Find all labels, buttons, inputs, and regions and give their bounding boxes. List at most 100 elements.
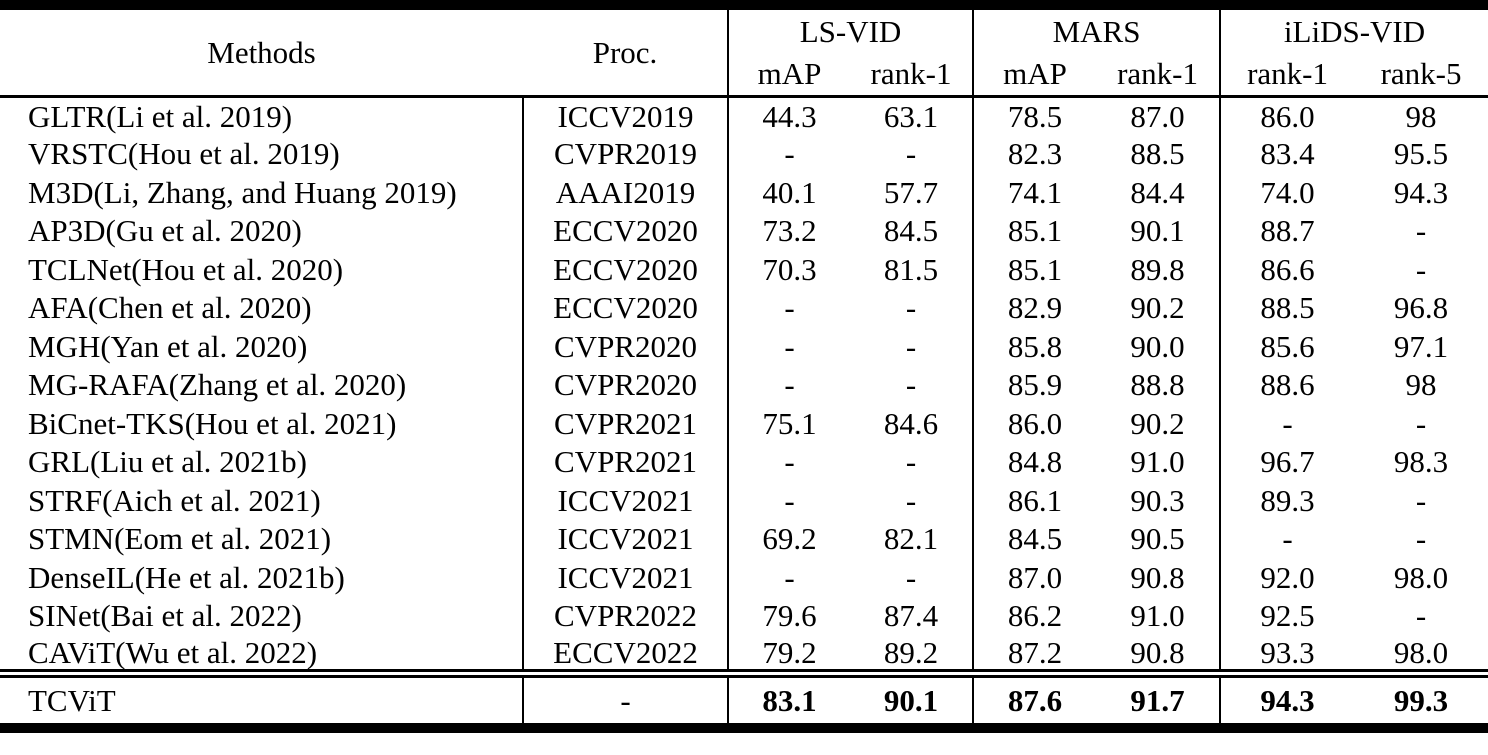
table-row: DenseIL(He et al. 2021b) ICCV2021 - - 87…	[0, 558, 1488, 597]
mars-map-cell: 85.8	[972, 327, 1097, 366]
ilids-rank1-cell: 93.3	[1219, 635, 1355, 674]
mars-rank1-cell: 89.8	[1130, 251, 1185, 287]
ilids-rank1-cell: 86.0	[1219, 96, 1355, 135]
ilids-rank1-cell: 83.4	[1219, 134, 1355, 173]
ilids-rank1-cell: 94.3	[1219, 669, 1355, 728]
lsvid-rank1-cell: 63.1	[883, 98, 939, 134]
proc-cell: CVPR2022	[522, 596, 728, 635]
mars-map-cell: 87.0	[972, 558, 1097, 597]
lsvid-map-cell: 69.2	[727, 519, 850, 558]
mars-rank1-cell: 90.8	[1130, 559, 1185, 595]
mars-map-cell: 86.2	[972, 596, 1097, 635]
proc-cell: CVPR2020	[522, 365, 728, 404]
ilids-rank5-cell: 98	[1405, 367, 1437, 403]
lsvid-map-cell: 40.1	[727, 173, 850, 212]
table-row: STRF(Aich et al. 2021) ICCV2021 - - 86.1…	[0, 481, 1488, 520]
lsvid-map-cell: 75.1	[727, 404, 850, 443]
method-name-cell: GRL(Liu et al. 2021b)	[28, 444, 307, 480]
proc-cell: ECCV2022	[522, 635, 728, 674]
ilids-rank1-cell: 92.5	[1219, 596, 1355, 635]
table-row: GLTR(Li et al. 2019) ICCV2019 44.3 63.1 …	[0, 96, 1488, 135]
mars-map-cell: 78.5	[972, 96, 1097, 135]
method-name-cell: TCLNet(Hou et al. 2020)	[28, 251, 344, 287]
ilids-rank1-cell: 96.7	[1219, 442, 1355, 481]
mars-rank1-cell: 90.8	[1130, 635, 1185, 670]
ilids-rank1-cell: -	[1219, 519, 1355, 558]
results-table: Methods Proc. LS-VID MARS iLiDS-VID mAP …	[0, 0, 1488, 733]
table-row: AP3D(Gu et al. 2020) ECCV2020 73.2 84.5 …	[0, 211, 1488, 250]
mars-map-cell: 74.1	[972, 173, 1097, 212]
table-row: STMN(Eom et al. 2021) ICCV2021 69.2 82.1…	[0, 519, 1488, 558]
ilids-rank5-header: rank-5	[1380, 56, 1462, 92]
lsvid-rank1-cell: -	[905, 559, 917, 595]
ilids-rank1-cell: 86.6	[1219, 250, 1355, 289]
header-group-row: Methods Proc. LS-VID MARS iLiDS-VID	[0, 5, 1488, 68]
mars-rank1-cell: 90.1	[1130, 213, 1185, 249]
proc-cell: ECCV2020	[522, 211, 728, 250]
ours-row: TCViT - 83.1 90.1 87.6 91.7 94.3 99.3	[0, 669, 1488, 728]
table-row: GRL(Liu et al. 2021b) CVPR2021 - - 84.8 …	[0, 442, 1488, 481]
proc-column-header: Proc.	[592, 34, 658, 70]
lsvid-map-cell: -	[727, 365, 850, 404]
mars-rank1-cell: 91.7	[1096, 669, 1221, 728]
lsvid-map-cell: 73.2	[727, 211, 850, 250]
mars-rank1-cell: 90.2	[1130, 290, 1185, 326]
method-name-cell: DenseIL(He et al. 2021b)	[28, 559, 345, 595]
lsvid-rank1-cell: 82.1	[883, 521, 939, 557]
mars-rank1-cell: 90.0	[1130, 328, 1185, 364]
ilids-rank5-cell: 97.1	[1393, 328, 1449, 364]
mars-rank1-header: rank-1	[1117, 56, 1198, 92]
lsvid-map-cell: -	[727, 288, 850, 327]
mars-map-cell: 85.1	[972, 211, 1097, 250]
proc-cell: AAAI2019	[522, 173, 728, 212]
mars-rank1-cell: 84.4	[1130, 174, 1185, 210]
lsvid-map-cell: 79.2	[727, 635, 850, 674]
ilids-rank5-cell: 98.0	[1393, 559, 1449, 595]
method-name-cell: MG-RAFA(Zhang et al. 2020)	[28, 367, 407, 403]
table-row: CAViT(Wu et al. 2022) ECCV2022 79.2 89.2…	[0, 635, 1488, 674]
ilids-rank5-cell: 95.5	[1393, 136, 1449, 172]
mars-rank1-cell: 90.3	[1130, 482, 1185, 518]
method-name-cell: CAViT(Wu et al. 2022)	[28, 635, 318, 670]
mars-map-cell: 84.5	[972, 519, 1097, 558]
table-row: SINet(Bai et al. 2022) CVPR2022 79.6 87.…	[0, 596, 1488, 635]
ilids-rank5-cell: 96.8	[1393, 290, 1449, 326]
table-row: M3D(Li, Zhang, and Huang 2019) AAAI2019 …	[0, 173, 1488, 212]
ilids-rank1-cell: 89.3	[1219, 481, 1355, 520]
mars-rank1-cell: 91.0	[1130, 444, 1185, 480]
mars-rank1-cell: 88.8	[1130, 367, 1185, 403]
lsvid-rank1-cell: 84.6	[883, 405, 939, 441]
mars-map-header: mAP	[972, 53, 1097, 96]
ilids-rank5-cell: -	[1415, 482, 1427, 518]
lsvid-map-cell: -	[727, 558, 850, 597]
table-body: GLTR(Li et al. 2019) ICCV2019 44.3 63.1 …	[0, 96, 1488, 728]
mars-group-header: MARS	[972, 5, 1221, 53]
lsvid-map-cell: 83.1	[727, 669, 850, 728]
lsvid-rank1-cell: 87.4	[883, 598, 939, 634]
lsvid-map-cell: -	[727, 481, 850, 520]
proc-cell: ICCV2021	[522, 481, 728, 520]
mars-rank1-cell: 91.0	[1130, 598, 1185, 634]
lsvid-rank1-cell: -	[905, 444, 917, 480]
ilids-rank1-cell: 85.6	[1219, 327, 1355, 366]
method-name-cell: AP3D(Gu et al. 2020)	[28, 213, 302, 249]
ilids-rank5-cell: -	[1415, 521, 1427, 557]
table-row: MG-RAFA(Zhang et al. 2020) CVPR2020 - - …	[0, 365, 1488, 404]
ilids-rank5-cell: -	[1415, 213, 1427, 249]
mars-map-cell: 82.9	[972, 288, 1097, 327]
lsvid-rank1-cell: -	[905, 482, 917, 518]
mars-map-cell: 87.6	[972, 669, 1097, 728]
lsvid-rank1-cell: 81.5	[883, 251, 939, 287]
ilids-rank1-cell: 88.5	[1219, 288, 1355, 327]
lsvid-rank1-cell: 90.1	[850, 669, 974, 728]
proc-cell: -	[522, 669, 728, 728]
lsvid-map-cell: -	[727, 327, 850, 366]
ilids-rank1-cell: -	[1219, 404, 1355, 443]
lsvid-map-cell: -	[727, 442, 850, 481]
table-row: BiCnet-TKS(Hou et al. 2021) CVPR2021 75.…	[0, 404, 1488, 443]
method-name-cell: GLTR(Li et al. 2019)	[28, 98, 293, 134]
ilids-rank5-cell: 99.3	[1354, 669, 1488, 728]
ilids-rank5-cell: 98	[1405, 98, 1437, 134]
header-sub-row: mAP rank-1 mAP rank-1 rank-1 rank-5	[0, 53, 1488, 96]
